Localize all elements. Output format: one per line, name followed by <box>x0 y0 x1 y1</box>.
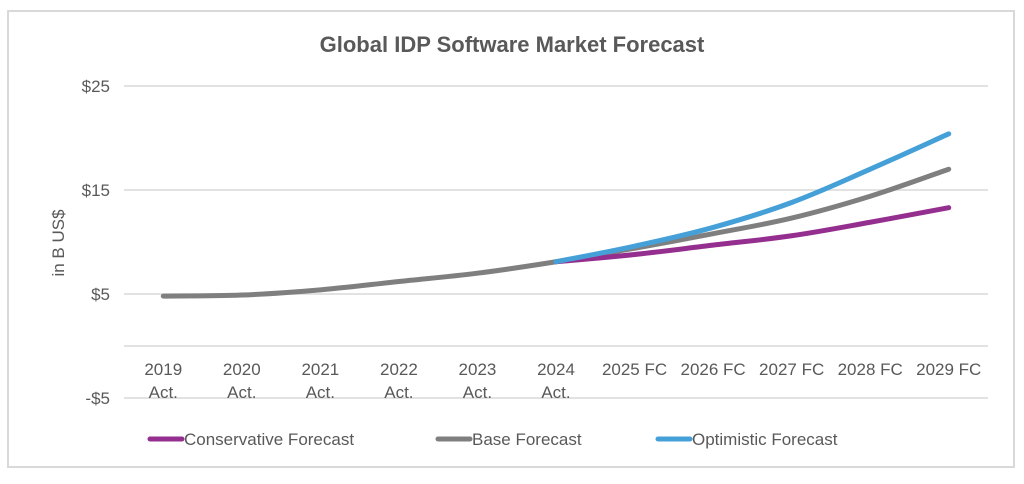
legend-item: Optimistic Forecast <box>655 430 838 449</box>
series-line-optimistic-forecast <box>553 131 952 265</box>
x-tick-label: 2028 FC <box>838 360 903 379</box>
x-tick-label: 2021 Act. <box>301 360 339 402</box>
x-tick-label-line2: Act. <box>463 383 492 402</box>
legend: Conservative Forecast Base Forecast Optimi… <box>147 430 838 449</box>
x-tick-label: 2023 Act. <box>459 360 497 402</box>
legend-label: Optimistic Forecast <box>692 430 838 449</box>
x-tick-label-line1: 2028 FC <box>838 360 903 379</box>
chart-title: Global IDP Software Market Forecast <box>320 32 705 57</box>
x-tick-label: 2024 Act. <box>537 360 575 402</box>
x-tick-label: 2025 FC <box>602 360 667 379</box>
x-tick-label-line1: 2023 <box>459 360 497 379</box>
y-tick-label: $15 <box>82 181 110 200</box>
x-tick-label-line1: 2020 <box>223 360 261 379</box>
x-axis-ticks: 2019 Act. 2020 Act. 2021 Act. 2022 Act. 2023 Act.… <box>144 360 981 402</box>
x-tick-label-line1: 2026 FC <box>680 360 745 379</box>
series-line-conservative-forecast <box>553 205 952 265</box>
x-tick-label-line1: 2025 FC <box>602 360 667 379</box>
y-axis-ticks: $25 $15 $5 -$5 <box>82 77 110 408</box>
x-tick-label-line1: 2021 <box>301 360 339 379</box>
x-tick-label-line1: 2019 <box>144 360 182 379</box>
y-tick-label: -$5 <box>85 389 110 408</box>
y-tick-label: $5 <box>91 285 110 304</box>
legend-item: Conservative Forecast <box>147 430 354 449</box>
x-tick-label-line1: 2027 FC <box>759 360 824 379</box>
y-tick-label: $25 <box>82 77 110 96</box>
legend-item: Base Forecast <box>435 430 582 449</box>
x-tick-label: 2027 FC <box>759 360 824 379</box>
x-tick-label-line2: Act. <box>541 383 570 402</box>
x-tick-label-line2: Act. <box>306 383 335 402</box>
x-tick-label-line2: Act. <box>149 383 178 402</box>
x-tick-label-line1: 2022 <box>380 360 418 379</box>
legend-label: Base Forecast <box>472 430 582 449</box>
legend-label: Conservative Forecast <box>184 430 354 449</box>
series-lines <box>160 131 952 299</box>
gridlines <box>124 85 988 399</box>
x-tick-label-line1: 2024 <box>537 360 575 379</box>
x-tick-label: 2022 Act. <box>380 360 418 402</box>
x-tick-label-line2: Act. <box>227 383 256 402</box>
x-tick-label: 2019 Act. <box>144 360 182 402</box>
y-axis-label: in B US$ <box>49 209 68 277</box>
x-tick-label-line2: Act. <box>384 383 413 402</box>
x-tick-label-line1: 2029 FC <box>916 360 981 379</box>
x-tick-label: 2026 FC <box>680 360 745 379</box>
x-tick-label: 2029 FC <box>916 360 981 379</box>
x-tick-label: 2020 Act. <box>223 360 261 402</box>
